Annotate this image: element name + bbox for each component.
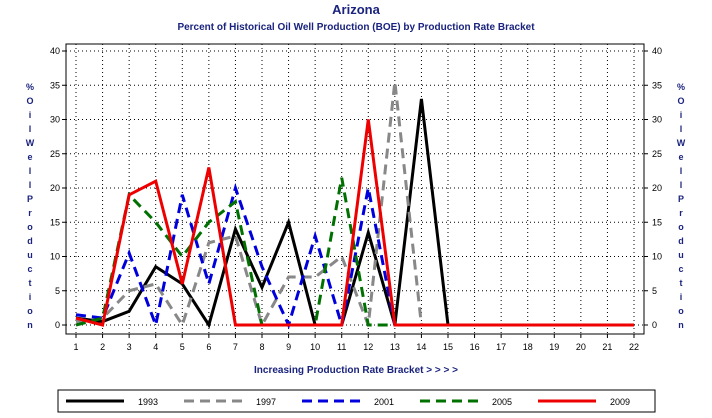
x-tick-label: 15 — [443, 342, 453, 352]
y-tick-label-right: 15 — [652, 217, 662, 227]
legend-label-2009: 2009 — [610, 397, 630, 407]
y-tick-label-right: 40 — [652, 46, 662, 56]
x-tick-label: 9 — [286, 342, 291, 352]
y-tick-label-left: 10 — [50, 252, 60, 262]
series-line-2009 — [75, 119, 634, 327]
x-tick-label: 5 — [180, 342, 185, 352]
series-line-1997 — [75, 81, 634, 329]
y-tick-label-left: 5 — [55, 286, 60, 296]
x-tick-label: 12 — [363, 342, 373, 352]
x-tick-label: 10 — [310, 342, 320, 352]
legend-label-1993: 1993 — [138, 397, 158, 407]
x-tick-label: 18 — [523, 342, 533, 352]
y-tick-label-right: 10 — [652, 252, 662, 262]
y-tick-label-left: 35 — [50, 80, 60, 90]
y-tick-label-right: 35 — [652, 80, 662, 90]
x-axis-label: Increasing Production Rate Bracket > > >… — [254, 365, 458, 376]
y-tick-label-right: 30 — [652, 115, 662, 125]
x-tick-label: 21 — [602, 342, 612, 352]
chart-subtitle: Percent of Historical Oil Well Productio… — [177, 22, 535, 33]
legend-label-2005: 2005 — [492, 397, 512, 407]
x-tick-label: 4 — [153, 342, 158, 352]
y-tick-label-left: 15 — [50, 217, 60, 227]
y-tick-label-left: 20 — [50, 183, 60, 193]
y-tick-label-right: 0 — [652, 320, 657, 330]
y-tick-label-left: 30 — [50, 115, 60, 125]
x-tick-label: 19 — [549, 342, 559, 352]
y-tick-label-right: 5 — [652, 286, 657, 296]
plot-frame — [65, 43, 645, 335]
x-tick-label: 2 — [100, 342, 105, 352]
y-tick-label-right: 25 — [652, 149, 662, 159]
x-tick-label: 20 — [576, 342, 586, 352]
x-tick-label: 22 — [629, 342, 639, 352]
x-tick-label: 11 — [337, 342, 346, 352]
x-tick-label: 3 — [127, 342, 132, 352]
x-tick-label: 13 — [390, 342, 400, 352]
axis-ticks: 1 2 3 4 5 6 7 8 9 10 11 12 13 14 15 16 17 18 19 20 21 220 05 51… — [50, 46, 662, 352]
legend-label-1997: 1997 — [256, 397, 276, 407]
legend-label-2001: 2001 — [374, 397, 394, 407]
chart-title: Arizona — [332, 2, 380, 17]
x-tick-label: 8 — [259, 342, 264, 352]
legend: 1993 1997 2001 2005 2009 — [66, 397, 630, 407]
y-tick-label-left: 25 — [50, 149, 60, 159]
x-tick-label: 6 — [206, 342, 211, 352]
series-lines — [75, 81, 634, 331]
y-tick-label-left: 40 — [50, 46, 60, 56]
y-tick-label-left: 0 — [55, 320, 60, 330]
y-tick-label-right: 20 — [652, 183, 662, 193]
x-tick-label: 17 — [496, 342, 506, 352]
x-tick-label: 7 — [233, 342, 238, 352]
x-tick-label: 16 — [470, 342, 480, 352]
x-tick-label: 14 — [416, 342, 426, 352]
x-tick-label: 1 — [73, 342, 78, 352]
